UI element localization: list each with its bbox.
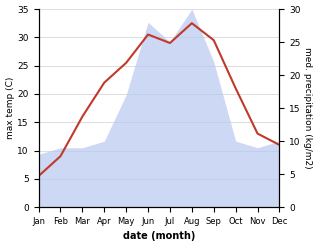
X-axis label: date (month): date (month) <box>123 231 195 242</box>
Y-axis label: max temp (C): max temp (C) <box>5 77 15 139</box>
Y-axis label: med. precipitation (kg/m2): med. precipitation (kg/m2) <box>303 47 313 169</box>
